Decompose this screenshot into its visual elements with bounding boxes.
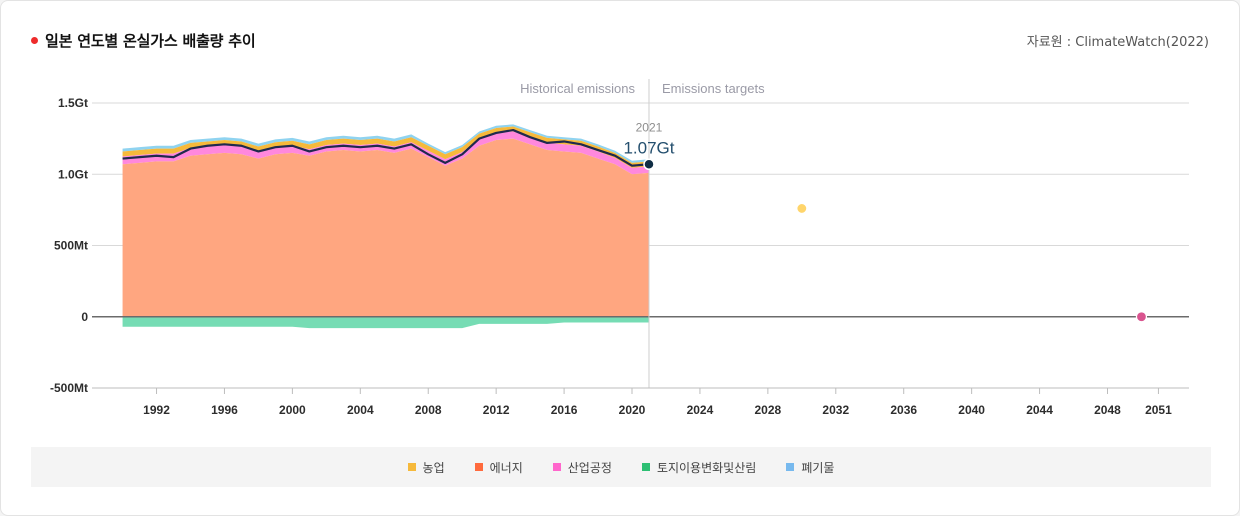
x-tick-label: 2004 bbox=[347, 403, 374, 417]
legend-item[interactable]: 에너지 bbox=[474, 459, 523, 476]
x-tick-label: 1996 bbox=[211, 403, 238, 417]
x-tick-label: 2000 bbox=[279, 403, 306, 417]
x-tick-label: 2048 bbox=[1094, 403, 1121, 417]
x-tick-label: 2044 bbox=[1026, 403, 1053, 417]
x-tick-label: 2020 bbox=[619, 403, 646, 417]
highlight-point bbox=[643, 158, 655, 171]
area-industry bbox=[122, 131, 649, 175]
area-layer bbox=[122, 124, 649, 329]
legend-label: 에너지 bbox=[489, 460, 523, 475]
x-tick-label: 2016 bbox=[551, 403, 578, 417]
x-tick-label: 2012 bbox=[483, 403, 510, 417]
legend-label: 폐기물 bbox=[801, 460, 835, 475]
legend-item[interactable]: 토지이용변화및산림 bbox=[641, 459, 757, 476]
targets-label: Emissions targets bbox=[662, 81, 765, 96]
legend-label: 토지이용변화및산림 bbox=[656, 460, 757, 475]
y-tick-label: 1.5Gt bbox=[58, 96, 88, 110]
x-tick-label: 2040 bbox=[958, 403, 985, 417]
title-bullet-icon bbox=[31, 37, 38, 44]
legend-swatch bbox=[552, 463, 561, 471]
x-tick-label: 2036 bbox=[890, 403, 917, 417]
axis-layer: 1.5Gt 1.0Gt 500Mt 0 -500Mt 1992 1996 2000 2004 20… bbox=[50, 96, 1189, 417]
y-tick-label: 1.0Gt bbox=[58, 167, 88, 181]
legend-item[interactable]: 산업공정 bbox=[552, 459, 612, 476]
emissions-chart: 1.5Gt 1.0Gt 500Mt 0 -500Mt 1992 1996 2000 2004 20… bbox=[50, 79, 1189, 417]
legend-label: 농업 bbox=[422, 460, 445, 475]
legend-swatch bbox=[407, 463, 416, 471]
legend-swatch bbox=[474, 463, 483, 471]
area-lulucf bbox=[122, 316, 649, 329]
legend: 농업 에너지 산업공정 토지이용변화및산림 폐기물 bbox=[31, 447, 1211, 487]
x-tick-label: 2024 bbox=[687, 403, 714, 417]
legend-item[interactable]: 농업 bbox=[407, 459, 445, 476]
total-emissions-line bbox=[122, 128, 650, 167]
x-tick-label: 2028 bbox=[755, 403, 782, 417]
line-layer bbox=[92, 79, 1189, 388]
x-tick-label: 2032 bbox=[822, 403, 849, 417]
highlight-year: 2021 bbox=[636, 120, 663, 134]
legend-item[interactable]: 폐기물 bbox=[786, 459, 834, 476]
highlight-value: 1.07Gt bbox=[623, 138, 674, 157]
target-point-2030 bbox=[796, 202, 808, 215]
legend-label: 산업공정 bbox=[567, 460, 612, 475]
historical-label: Historical emissions bbox=[520, 81, 635, 96]
area-energy bbox=[122, 138, 649, 317]
y-tick-label: -500Mt bbox=[50, 381, 88, 395]
x-tick-label: 2051 bbox=[1145, 403, 1172, 417]
y-tick-label: 500Mt bbox=[54, 239, 88, 253]
title-row: 일본 연도별 온실가스 배출량 추이 bbox=[31, 30, 256, 51]
x-tick-label: 1992 bbox=[143, 403, 170, 417]
target-point-2050 bbox=[1135, 311, 1148, 323]
y-tick-label: 0 bbox=[81, 310, 88, 324]
data-source: 자료원 : ClimateWatch(2022) bbox=[1026, 35, 1209, 50]
legend-swatch bbox=[786, 463, 795, 471]
chart-title: 일본 연도별 온실가스 배출량 추이 bbox=[45, 32, 256, 50]
label-layer: Historical emissions Emissions targets 202… bbox=[520, 81, 765, 157]
legend-swatch bbox=[641, 463, 650, 471]
x-tick-label: 2008 bbox=[415, 403, 442, 417]
